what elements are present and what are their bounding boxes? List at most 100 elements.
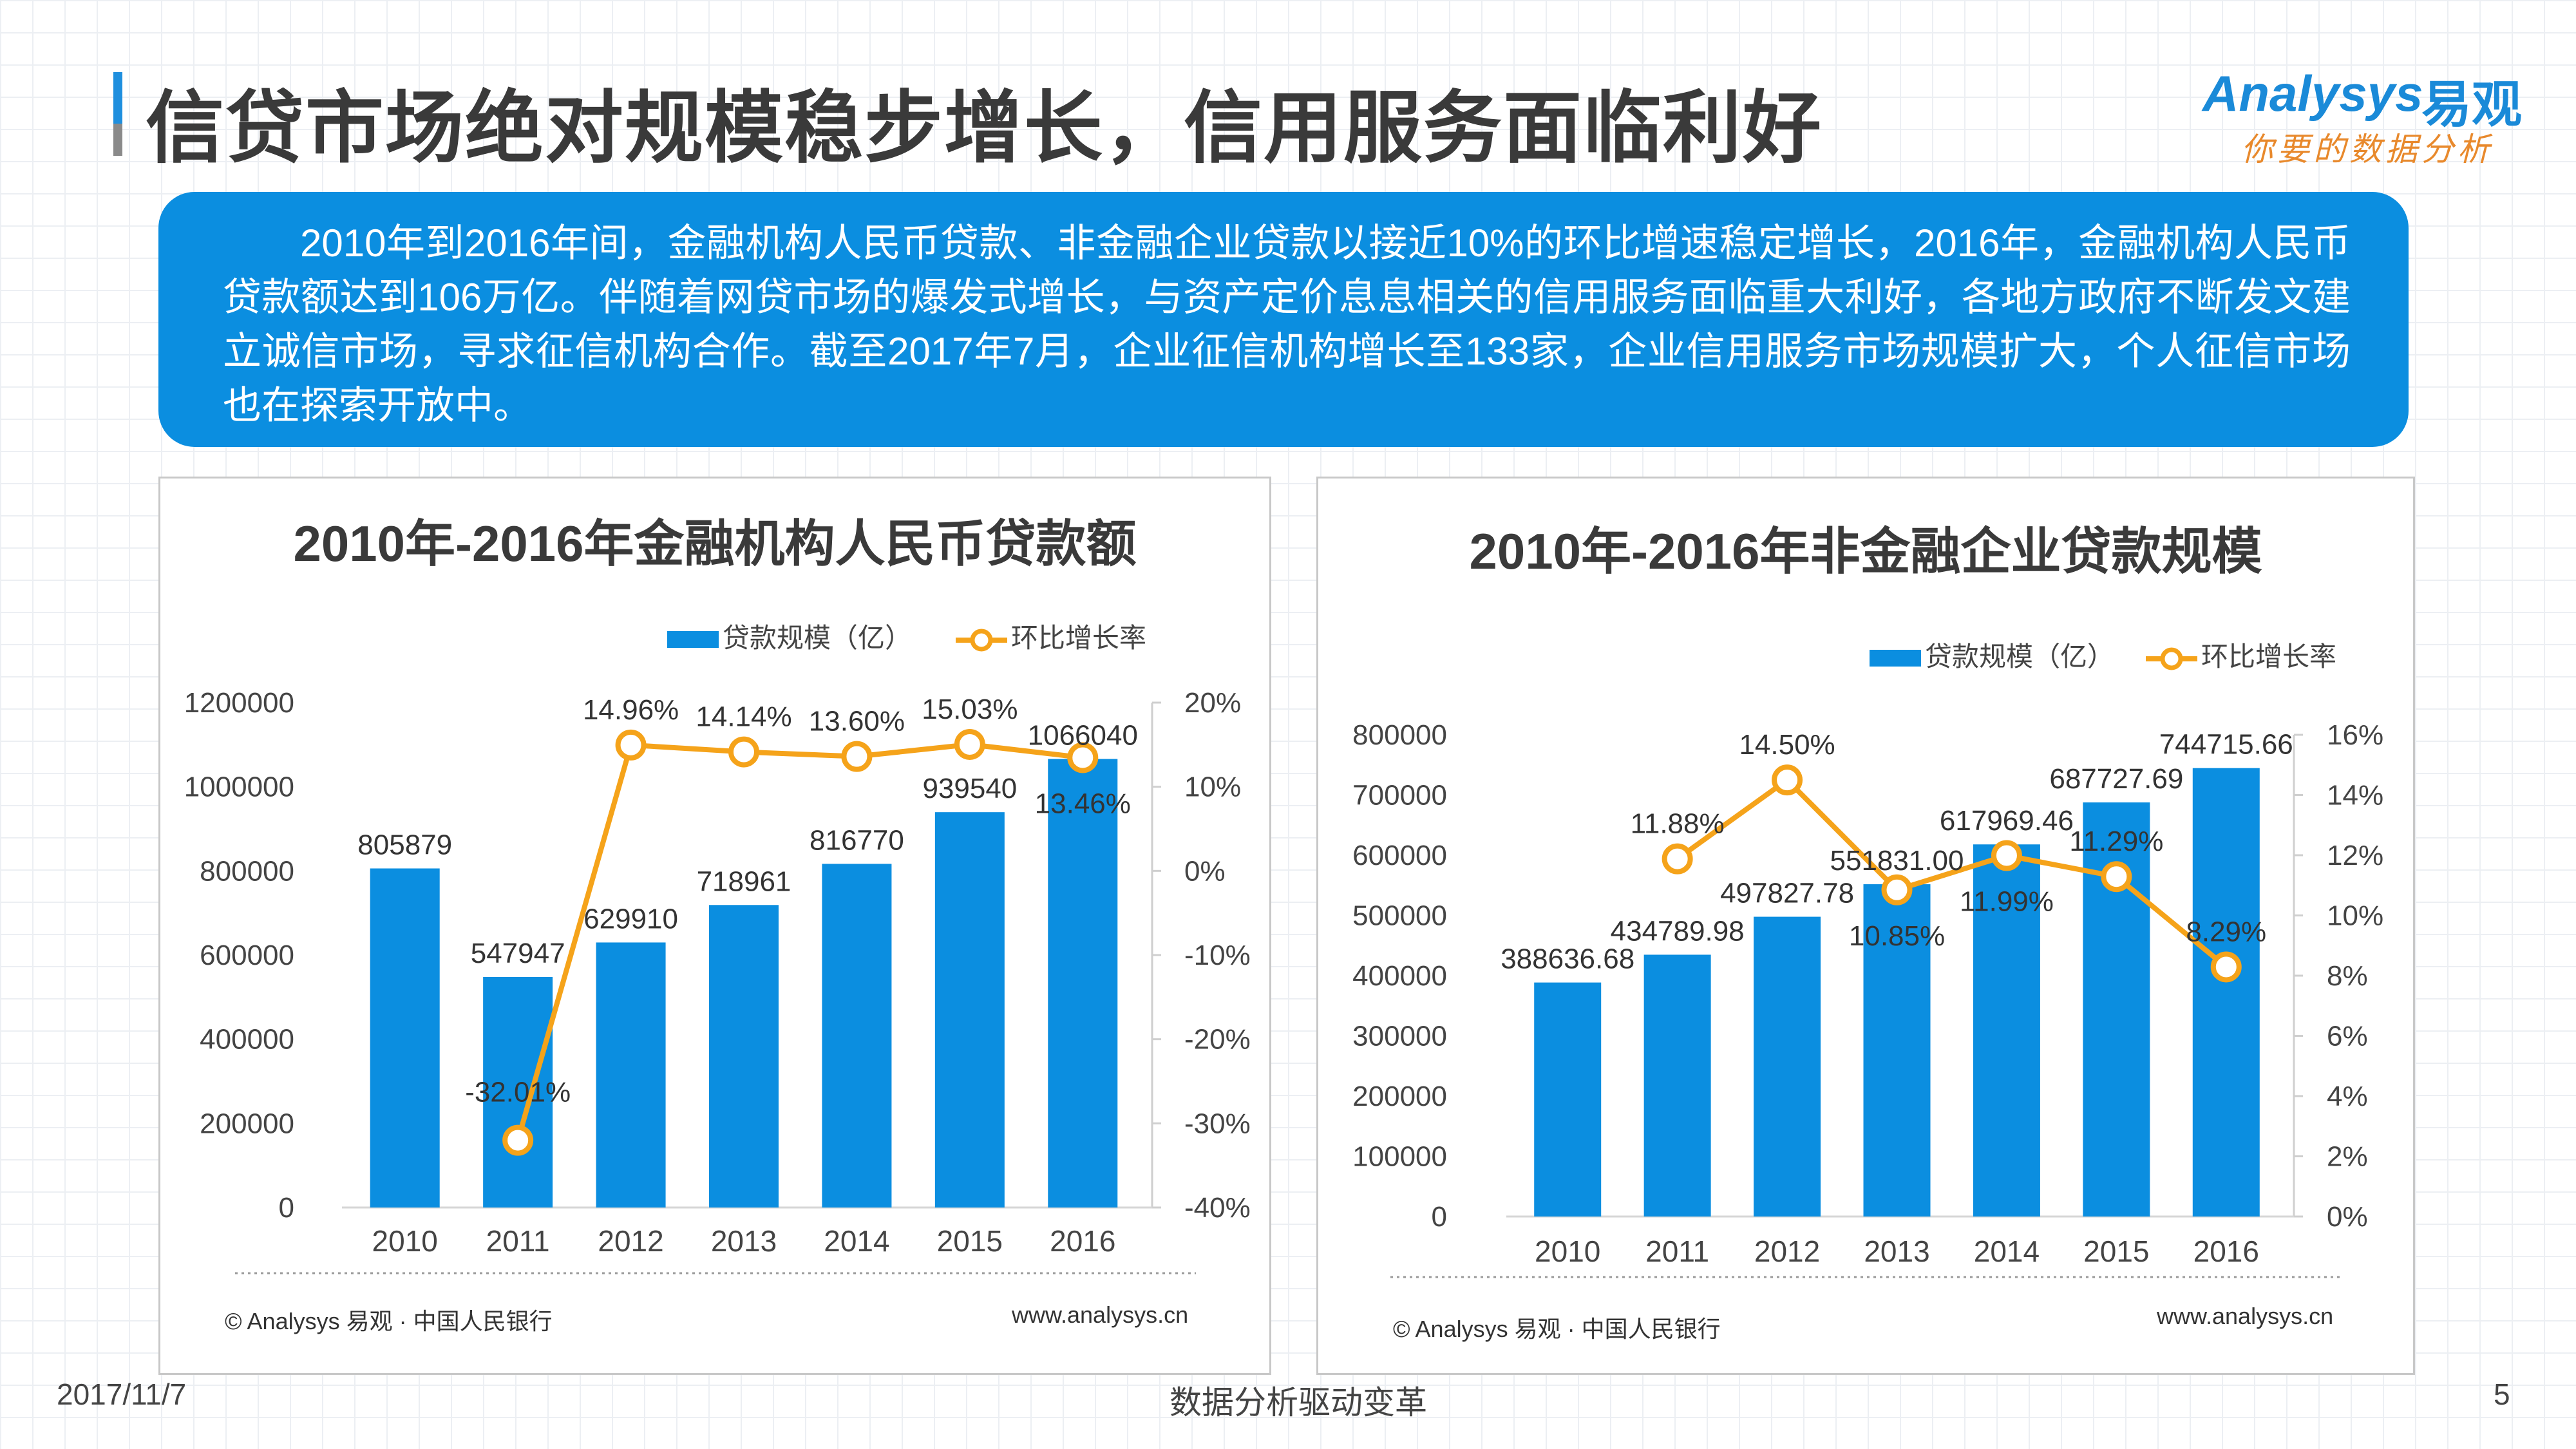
bar-value-label: 805879 xyxy=(357,829,452,860)
left-axis-tick-label: 1000000 xyxy=(184,772,294,803)
left-axis-tick-label: 700000 xyxy=(1352,780,1447,811)
left-axis-tick-label: 400000 xyxy=(1352,960,1447,992)
left-axis-tick-label: 0 xyxy=(279,1192,294,1224)
bar-value-label: 547947 xyxy=(471,938,565,969)
bar-value-label: 687727.69 xyxy=(2049,763,2183,795)
left-axis-tick-label: 300000 xyxy=(1352,1021,1447,1052)
growth-rate-label: -32.01% xyxy=(465,1077,571,1108)
enterprise-loan-chart-panel: 2010年-2016年非金融企业贷款规模 贷款规模（亿） 环比增长率 0 100000 2… xyxy=(1316,477,2415,1375)
chart-title: 2010年-2016年金融机构人民币贷款额 xyxy=(293,515,1136,572)
x-axis-label: 2011 xyxy=(1645,1235,1709,1268)
x-axis-label: 2012 xyxy=(598,1224,663,1258)
title-accent-bar-gray xyxy=(113,124,122,156)
page-number: 5 xyxy=(2494,1378,2510,1411)
x-axis-label: 2015 xyxy=(937,1224,1003,1258)
left-axis-tick-label: 500000 xyxy=(1352,900,1447,932)
legend-line-marker xyxy=(2160,647,2183,670)
growth-rate-label: 15.03% xyxy=(922,694,1018,725)
growth-rate-label: 14.96% xyxy=(583,694,679,726)
bar-value-label: 617969.46 xyxy=(1940,805,2074,837)
right-axis-tick-label: -10% xyxy=(1184,940,1251,971)
growth-rate-line xyxy=(1676,777,2228,969)
summary-box: 2010年到2016年间，金融机构人民币贷款、非金融企业贷款以接近10%的环比增… xyxy=(158,192,2409,447)
x-axis-label: 2016 xyxy=(2193,1235,2259,1268)
right-axis-tick-label: 0% xyxy=(1184,855,1226,887)
bar-value-label: 816770 xyxy=(810,824,904,856)
x-axis-label: 2012 xyxy=(1754,1235,1820,1268)
left-axis-tick-label: 200000 xyxy=(200,1108,294,1139)
logo-brand-cn: 易观 xyxy=(2421,76,2523,133)
bar-value-label: 551831.00 xyxy=(1830,845,1964,876)
legend-line-label: 环比增长率 xyxy=(1011,623,1146,653)
growth-rate-label: 11.29% xyxy=(2069,826,2163,857)
page-title: 信贷市场绝对规模稳步增长，信用服务面临利好 xyxy=(146,84,1823,172)
bar-value-label: 939540 xyxy=(922,773,1017,804)
left-axis-tick-label: 200000 xyxy=(1352,1081,1447,1112)
growth-rate-point xyxy=(2101,861,2132,893)
chart-source-credit: © Analysys 易观 · 中国人民银行 xyxy=(225,1308,553,1334)
x-axis-label: 2015 xyxy=(2083,1235,2149,1268)
legend-bar-swatch xyxy=(1870,650,1921,667)
x-axis-label: 2014 xyxy=(1974,1235,2040,1268)
chart-website-credit: www.analysys.cn xyxy=(1012,1302,1189,1328)
bar-2014 xyxy=(822,864,892,1208)
legend-bar-label: 贷款规模（亿） xyxy=(723,623,912,653)
growth-rate-label: 13.46% xyxy=(1035,788,1131,819)
bar-value-label: 629910 xyxy=(583,903,678,934)
legend-bar-swatch xyxy=(667,631,719,648)
right-axis-tick-label: 8% xyxy=(2327,960,2368,992)
right-axis-tick-label: 14% xyxy=(2327,780,2383,811)
growth-rate-label: 10.85% xyxy=(1849,920,1945,952)
right-axis-tick-label: 4% xyxy=(2327,1081,2368,1112)
right-axis-tick-label: 16% xyxy=(2327,719,2383,751)
legend-line-marker xyxy=(970,629,993,652)
growth-rate-point xyxy=(1881,874,1913,905)
growth-rate-point xyxy=(728,736,759,768)
chart-source-credit: © Analysys 易观 · 中国人民银行 xyxy=(1393,1316,1721,1342)
bar-2014 xyxy=(1973,844,2040,1217)
bar-2011 xyxy=(1643,954,1711,1217)
left-axis-tick-label: 0 xyxy=(1432,1201,1447,1233)
right-axis-tick-label: -30% xyxy=(1184,1108,1251,1139)
bar-2010 xyxy=(1534,982,1602,1217)
growth-rate-label: 14.50% xyxy=(1739,729,1835,761)
growth-rate-point xyxy=(1662,843,1693,875)
growth-rate-label: 11.99% xyxy=(1960,886,2054,917)
x-axis-label: 2011 xyxy=(486,1224,550,1258)
x-axis-label: 2014 xyxy=(824,1224,889,1258)
growth-rate-point xyxy=(841,741,873,772)
bar-2016 xyxy=(2192,768,2260,1217)
bar-value-label: 1066040 xyxy=(1028,720,1138,752)
chart-title: 2010年-2016年非金融企业贷款规模 xyxy=(1469,523,2262,580)
x-axis-label: 2013 xyxy=(1864,1235,1929,1268)
bar-value-label: 718961 xyxy=(697,866,791,897)
right-axis-tick-label: 12% xyxy=(2327,840,2383,871)
bar-value-label: 497827.78 xyxy=(1720,878,1854,909)
left-axis-tick-label: 100000 xyxy=(1352,1141,1447,1173)
bar-2010 xyxy=(370,868,440,1208)
left-axis-tick-label: 600000 xyxy=(200,940,294,971)
footer-date: 2017/11/7 xyxy=(57,1378,187,1411)
bar-value-label: 388636.68 xyxy=(1501,943,1634,975)
growth-rate-label: 14.14% xyxy=(696,701,791,733)
growth-rate-point xyxy=(615,729,647,761)
left-axis-tick-label: 400000 xyxy=(200,1024,294,1056)
bar-value-label: 434789.98 xyxy=(1611,915,1745,947)
left-axis-tick-label: 800000 xyxy=(200,855,294,887)
right-axis-tick-label: 10% xyxy=(1184,772,1241,803)
growth-rate-point xyxy=(2210,951,2242,983)
growth-rate-point xyxy=(1772,764,1803,796)
right-axis-tick-label: 20% xyxy=(1184,687,1241,719)
bar-2013 xyxy=(709,905,779,1208)
right-axis-tick-label: 0% xyxy=(2327,1201,2368,1233)
x-axis-label: 2010 xyxy=(1535,1235,1600,1268)
growth-rate-point xyxy=(502,1124,534,1156)
bar-2013 xyxy=(1863,884,1931,1217)
x-axis-label: 2010 xyxy=(372,1224,438,1258)
right-axis-tick-label: 10% xyxy=(2327,900,2383,932)
loan-amount-chart-panel: 2010年-2016年金融机构人民币贷款额贷款规模（亿） 环比增长率 0 200000… xyxy=(158,477,1271,1375)
x-axis-label: 2016 xyxy=(1050,1224,1115,1258)
logo-brand-en: Analysys xyxy=(2202,65,2423,122)
